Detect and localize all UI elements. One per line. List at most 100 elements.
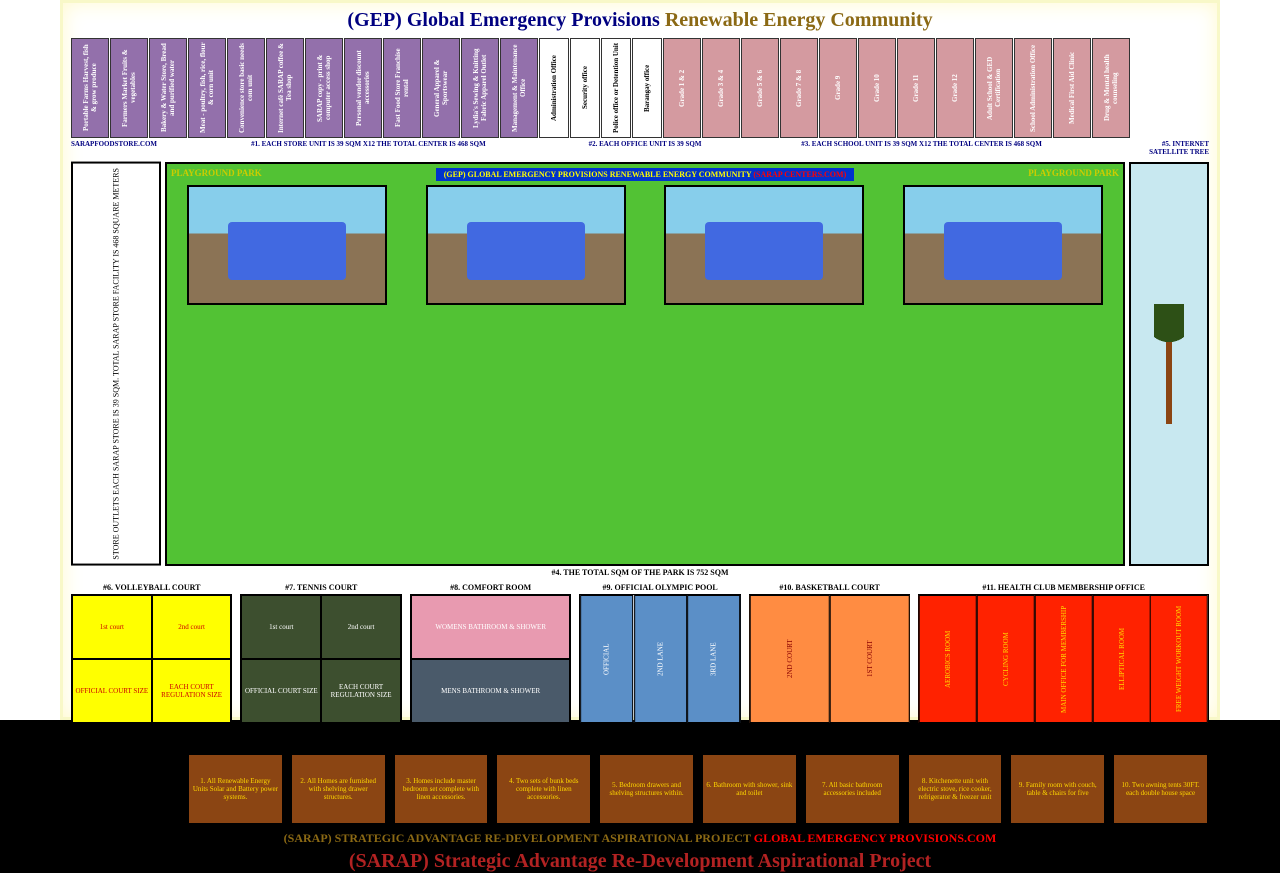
title-a: (GEP) Global Emergency Provisions — [347, 9, 664, 31]
unit-box: General Apparel & Sportswear — [422, 38, 460, 138]
facility-cell: 1ST COURT — [830, 595, 910, 723]
unit-box: Convenience store basic needs com unit — [227, 38, 265, 138]
facility: #6. VOLLEYBALL COURT 1st court2nd courtOF… — [71, 583, 232, 734]
park-right-label: PLAYGROUND PARK — [1028, 168, 1119, 181]
top-row-labels: SARAPFOODSTORE.COM #1. EACH STORE UNIT I… — [71, 140, 1209, 156]
facility-cell: ELLIPTICAL ROOM — [1093, 595, 1151, 723]
label-schools: #3. EACH SCHOOL UNIT IS 39 SQM X12 THE T… — [714, 140, 1129, 156]
facility: #8. COMFORT ROOMWOMENS BATHROOM & SHOWER… — [410, 583, 571, 734]
facility-foot: 24FT. OR 7.5M WIDE — [579, 726, 740, 734]
unit-box: Grade 5 & 6 — [741, 38, 779, 138]
home-feature-box: 3. Homes include master bedroom set comp… — [393, 753, 490, 825]
park-main: PLAYGROUND PARK (GEP) GLOBAL EMERGENCY P… — [165, 162, 1125, 566]
unit-box: Fast Food Store Franchise rental — [383, 38, 421, 138]
facility-cell: FREE WEIGHT WORKOUT ROOM — [1150, 595, 1208, 723]
label-offices: #2. EACH OFFICE UNIT IS 39 SQM — [576, 140, 714, 156]
unit-box: Grade 1 & 2 — [663, 38, 701, 138]
facility-cell: MENS BATHROOM & SHOWER — [411, 659, 570, 723]
facility-box: 1st court2nd courtOFFICIAL COURT SIZEEAC… — [71, 594, 232, 724]
playground-photo-2 — [426, 185, 626, 305]
unit-box: Grade 7 & 8 — [780, 38, 818, 138]
facility-cell: OFFICIAL COURT SIZE — [241, 659, 321, 723]
unit-box: Grade 12 — [936, 38, 974, 138]
label-stores: #1. EACH STORE UNIT IS 39 SQM X12 THE TO… — [161, 140, 576, 156]
facilities-row: #6. VOLLEYBALL COURT1st court2nd courtOF… — [71, 583, 1209, 734]
unit-box: SARAP copy - print & computer access sho… — [305, 38, 343, 138]
home-feature-box: 2. All Homes are furnished with shelving… — [290, 753, 387, 825]
satellite-tree — [1129, 162, 1209, 566]
facility-cell: MAIN OFFICE FOR MEMBERSHIP — [1035, 595, 1093, 723]
facility-box: 2ND COURT1ST COURT — [749, 594, 910, 724]
park-left-label: PLAYGROUND PARK — [171, 168, 262, 181]
unit-box: Meat - poultry, fish, rice, flour & corn… — [188, 38, 226, 138]
store-outlets-box: STORE OUTLETS EACH SARAP STORE IS 39 SQM… — [71, 162, 161, 566]
unit-box: Grade 10 — [858, 38, 896, 138]
park-note: #4. THE TOTAL SQM OF THE PARK IS 752 SQM — [71, 568, 1209, 577]
unit-box: Portable Farms Harvest, fish & grow prod… — [71, 38, 109, 138]
unit-box: Bakery & Water Store, Bread and purified… — [149, 38, 187, 138]
footer1-a: (SARAP) STRATEGIC ADVANTAGE RE-DEVELOPME… — [284, 831, 754, 845]
playground-photo-1 — [187, 185, 387, 305]
footer1-b: GLOBAL EMERGENCY PROVISIONS.COM — [754, 831, 997, 845]
facility-cell: 1st court — [72, 595, 152, 659]
unit-box: Police office or Detention Unit — [601, 38, 631, 138]
title-b: Renewable Energy Community — [665, 9, 933, 31]
unit-box: Medical First Aid Clinic — [1053, 38, 1091, 138]
unit-box: Management & Maintenance Office — [500, 38, 538, 138]
facility-title: #11. HEALTH CLUB MEMBERSHIP OFFICE — [918, 583, 1209, 592]
park-banner: (GEP) GLOBAL EMERGENCY PROVISIONS RENEWA… — [436, 168, 855, 181]
facility-title: #7. TENNIS COURT — [240, 583, 401, 592]
home-feature-box: 7. All basic bathroom accessories includ… — [804, 753, 901, 825]
facility: #9. OFFICIAL OLYMPIC POOL OFFICIAL2ND LAN… — [579, 583, 740, 734]
unit-box: Personal vendor discount accessories — [344, 38, 382, 138]
unit-box: Internet cafè SARAP coffee & Tea shop — [266, 38, 304, 138]
home-feature-box: 6. Bathroom with shower, sink and toilet — [701, 753, 798, 825]
home-feature-box: 9. Family room with couch, table & chair… — [1009, 753, 1106, 825]
facility-cell: OFFICIAL — [580, 595, 633, 723]
home-feature-box: 4. Two sets of bunk beds complete with l… — [495, 753, 592, 825]
main-title: (GEP) Global Emergency Provisions Renewa… — [71, 9, 1209, 32]
facility-cell: 1st court — [241, 595, 321, 659]
playground-photo-3 — [664, 185, 864, 305]
label-store: SARAPFOODSTORE.COM — [71, 140, 161, 156]
homes-intro: These 10 homes will be times 40 equaling… — [71, 775, 181, 802]
unit-box: Drug & Mental health counseling — [1092, 38, 1130, 138]
facility-title: #10. BASKETBALL COURT — [749, 583, 910, 592]
park-header: PLAYGROUND PARK (GEP) GLOBAL EMERGENCY P… — [171, 168, 1119, 181]
unit-box: Adult School & GED Certification — [975, 38, 1013, 138]
unit-box: Grade 9 — [819, 38, 857, 138]
facility-title: #6. VOLLEYBALL COURT — [71, 583, 232, 592]
top-units-row: Portable Farms Harvest, fish & grow prod… — [71, 38, 1209, 138]
home-feature-box: 5. Bedroom drawers and shelving structur… — [598, 753, 695, 825]
facility-cell: 2ND COURT — [750, 595, 830, 723]
facility-foot: TOTAL FACILITY 39 SQM — [410, 726, 571, 734]
unit-box: Administration Office — [539, 38, 569, 138]
facility-cell: EACH COURT REGULATION SIZE — [321, 659, 401, 723]
unit-box: Farmers Market Fruits & vegetables — [110, 38, 148, 138]
facility-foot: #7. 27 FT OR 8.23 M WIDE — [240, 726, 401, 734]
facility-cell: 2nd court — [152, 595, 232, 659]
unit-box: Security office — [570, 38, 600, 138]
footer-line-2: (SARAP) Strategic Advantage Re-Developme… — [71, 850, 1209, 873]
facility: #7. TENNIS COURT1st court2nd courtOFFICI… — [240, 583, 401, 734]
facility-title: #9. OFFICIAL OLYMPIC POOL — [579, 583, 740, 592]
facility: #11. HEALTH CLUB MEMBERSHIP OFFICEAEROBI… — [918, 583, 1209, 734]
park-row: STORE OUTLETS EACH SARAP STORE IS 39 SQM… — [71, 162, 1209, 566]
facility-cell: 2ND LANE — [634, 595, 687, 723]
park-images — [171, 185, 1119, 305]
facility: #10. BASKETBALL COURT 2ND COURT1ST COURT 5… — [749, 583, 910, 734]
unit-box: Barangay office — [632, 38, 662, 138]
home-feature-box: 8. Kitchenette unit with electric stove,… — [907, 753, 1004, 825]
content: (GEP) Global Emergency Provisions Renewa… — [60, 0, 1220, 720]
facility-cell: EACH COURT REGULATION SIZE — [152, 659, 232, 723]
unit-box: School Administration Office — [1014, 38, 1052, 138]
homes-title: #12. HOMES ARE 39 SQM. EACH HOME INCLUDE… — [71, 740, 1209, 749]
home-feature-box: 10. Two awning tents 30FT. each double h… — [1112, 753, 1209, 825]
homes-row: These 10 homes will be times 40 equaling… — [71, 753, 1209, 825]
label-sat: #5. INTERNET SATELLITE TREE — [1129, 140, 1209, 156]
unit-box: Lydia's Sewing & Knitting Fabric Apparel… — [461, 38, 499, 138]
tree-icon — [1154, 304, 1184, 424]
facility-box: OFFICIAL2ND LANE3RD LANE — [579, 594, 740, 724]
facility-foot: 50FT OR 15 M — [749, 726, 910, 734]
facility-foot: 29.5 FT OR 9M WIDE — [71, 726, 232, 734]
